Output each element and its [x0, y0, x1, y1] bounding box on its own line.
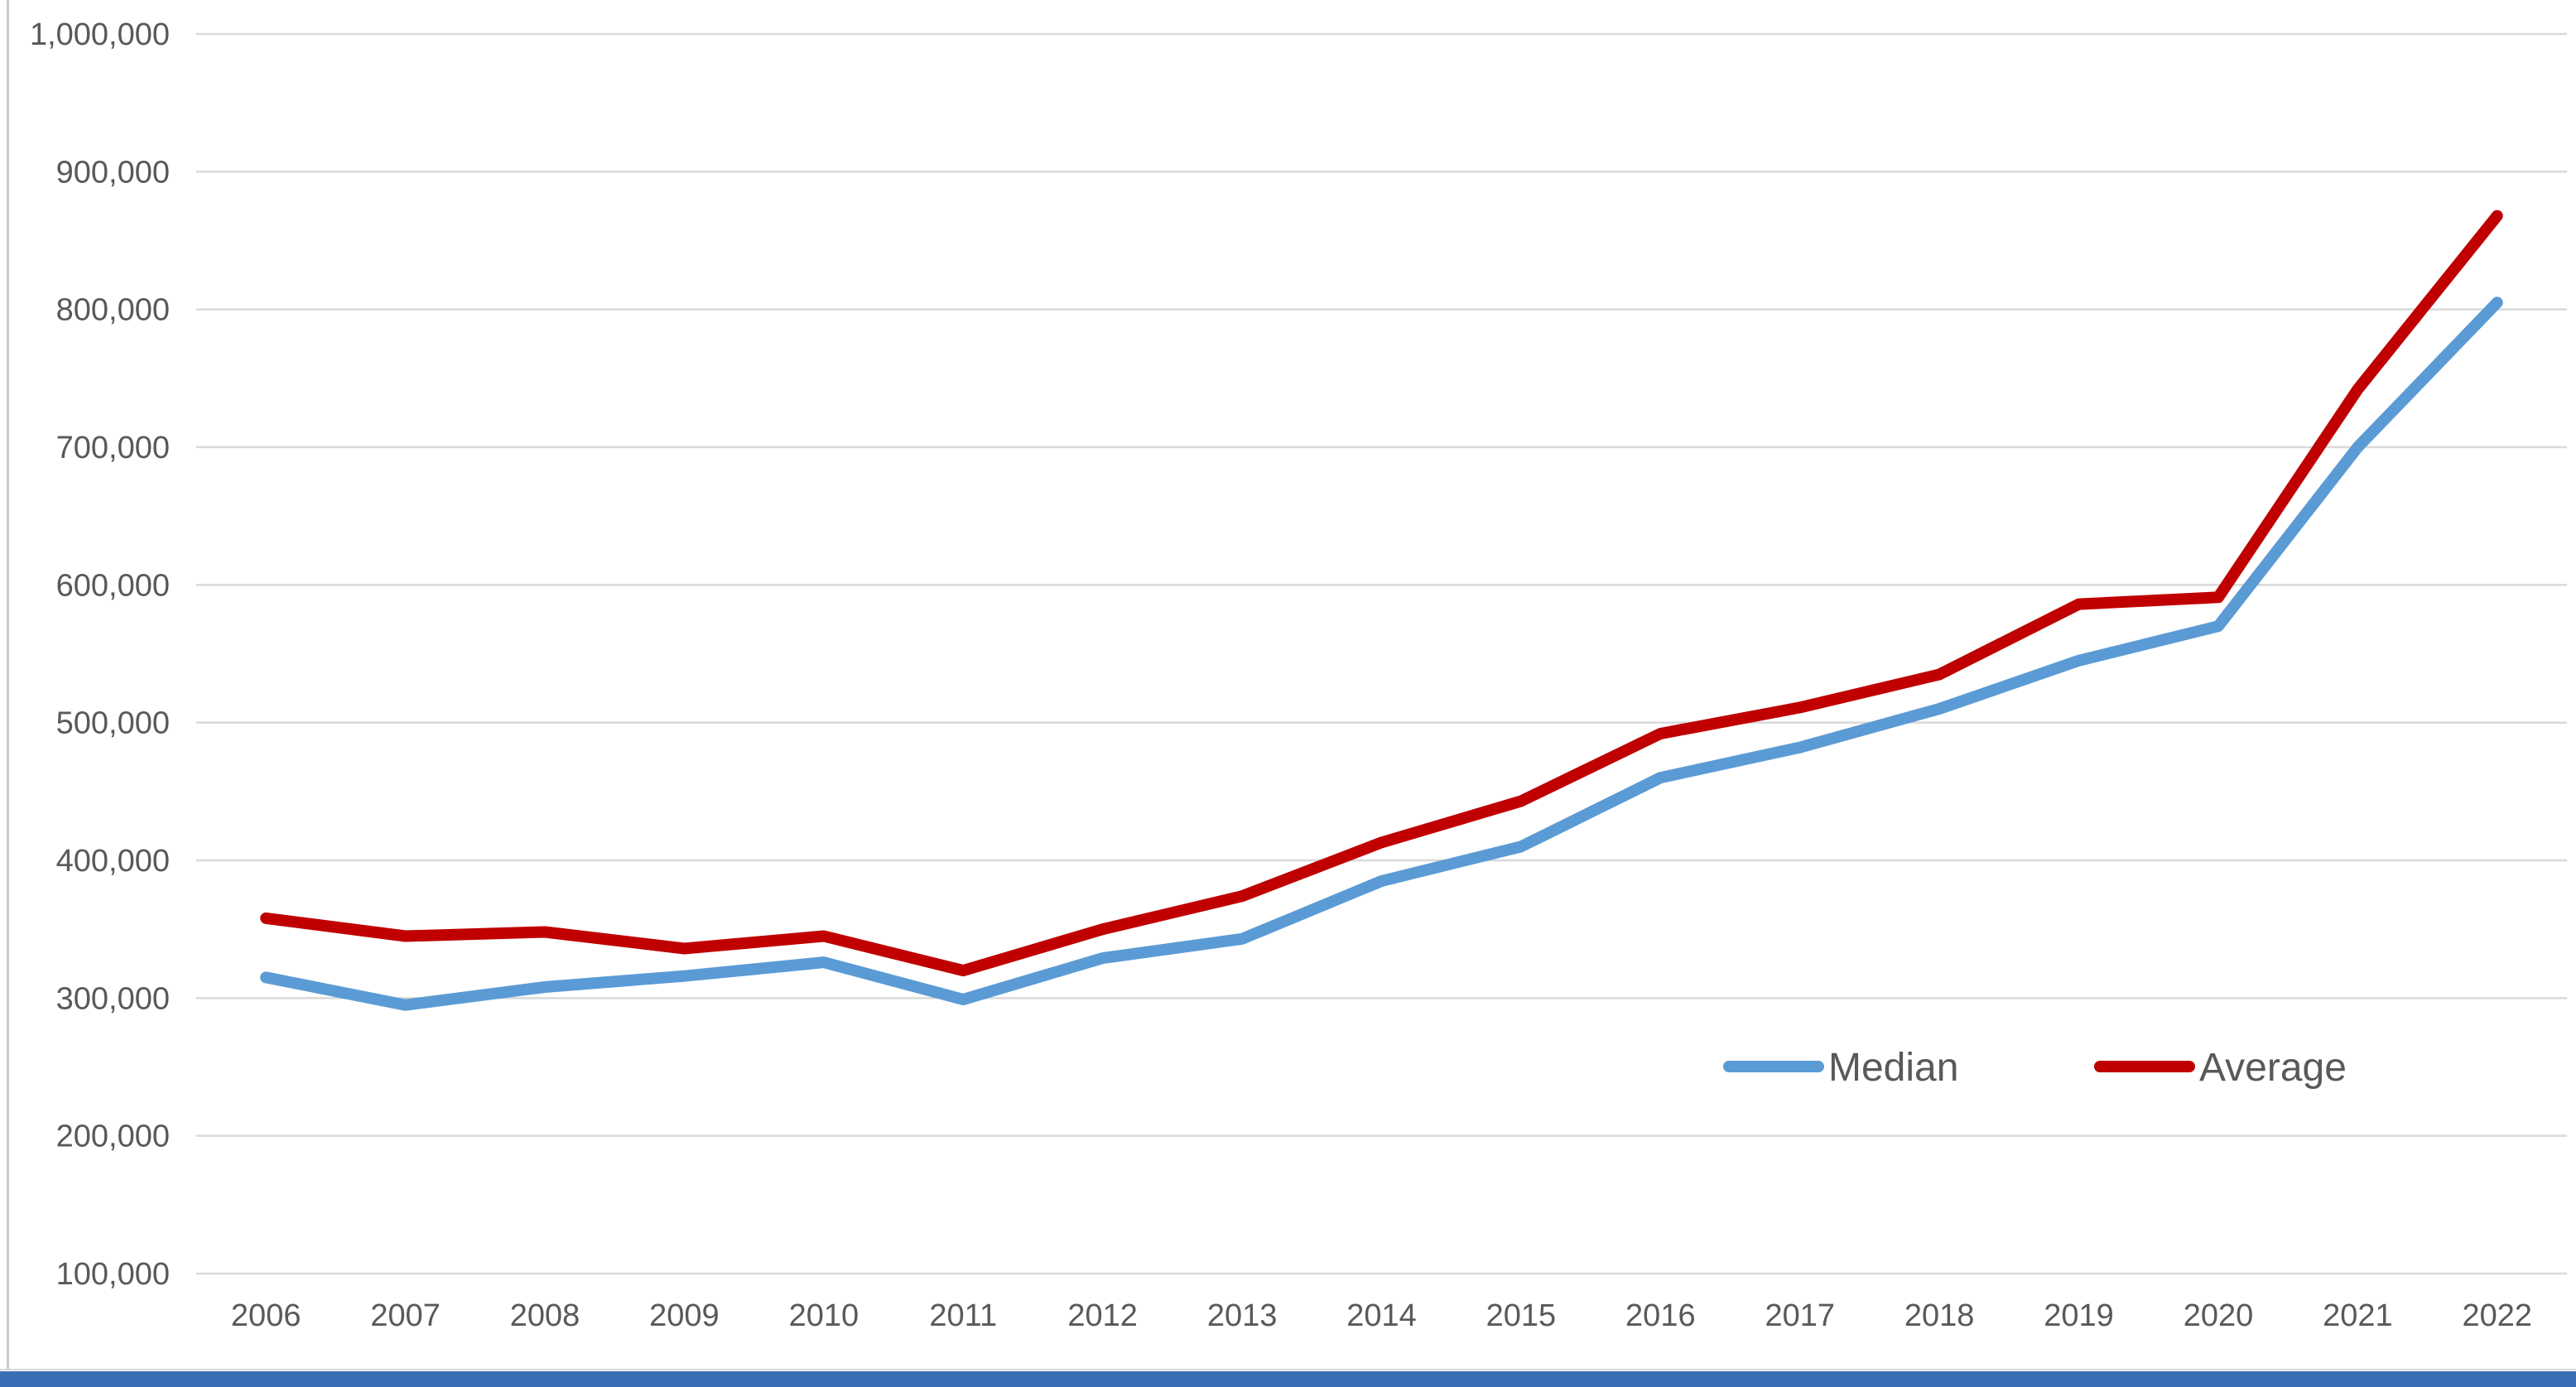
y-tick-label: 400,000 [56, 844, 170, 879]
series-lines-group [260, 209, 2503, 1011]
x-tick-label: 2009 [649, 1298, 720, 1333]
y-tick-label: 700,000 [56, 431, 170, 465]
x-tick-label: 2020 [2184, 1298, 2254, 1333]
y-tick-label: 300,000 [56, 981, 170, 1016]
x-tick-label: 2016 [1625, 1298, 1696, 1333]
legend-item-median[interactable]: Median [1723, 1046, 1958, 1090]
y-tick-label: 600,000 [56, 568, 170, 603]
x-tick-label: 2012 [1067, 1298, 1138, 1333]
median-series-line[interactable] [260, 296, 2503, 1011]
gridlines-group [196, 32, 2567, 1275]
median-legend-label: Median [1828, 1046, 1958, 1090]
chart-legend: Median Average [1723, 1046, 2347, 1090]
x-tick-label: 2018 [1904, 1298, 1975, 1333]
x-axis-tick-labels: 2006 2007 2008 2009 2010 2011 2012 2013 2014 2015… [231, 1298, 2532, 1333]
y-tick-label: 1,000,000 [30, 17, 170, 52]
x-tick-label: 2021 [2323, 1298, 2393, 1333]
x-tick-label: 2015 [1486, 1298, 1557, 1333]
x-tick-label: 2022 [2463, 1298, 2533, 1333]
x-tick-label: 2014 [1346, 1298, 1417, 1333]
x-tick-label: 2017 [1765, 1298, 1835, 1333]
x-tick-label: 2007 [370, 1298, 441, 1333]
x-tick-label: 2010 [789, 1298, 859, 1333]
y-tick-label: 200,000 [56, 1120, 170, 1154]
window-bottom-edge-bar [0, 1371, 2576, 1387]
y-axis-tick-labels: 100,000 200,000 300,000 400,000 500,000 600,0… [30, 17, 170, 1292]
window-left-edge [7, 0, 9, 1370]
x-tick-label: 2008 [510, 1298, 580, 1333]
y-tick-label: 500,000 [56, 706, 170, 741]
y-tick-label: 900,000 [56, 155, 170, 190]
legend-item-average[interactable]: Average [2094, 1046, 2347, 1090]
average-series-line[interactable] [260, 209, 2503, 977]
y-tick-label: 100,000 [56, 1257, 170, 1292]
x-tick-label: 2019 [2044, 1298, 2114, 1333]
x-tick-label: 2006 [231, 1298, 301, 1333]
y-tick-label: 800,000 [56, 293, 170, 328]
x-tick-label: 2013 [1207, 1298, 1278, 1333]
average-legend-label: Average [2199, 1046, 2347, 1090]
x-tick-label: 2011 [929, 1298, 997, 1333]
bottom-divider-line [0, 1369, 2576, 1370]
